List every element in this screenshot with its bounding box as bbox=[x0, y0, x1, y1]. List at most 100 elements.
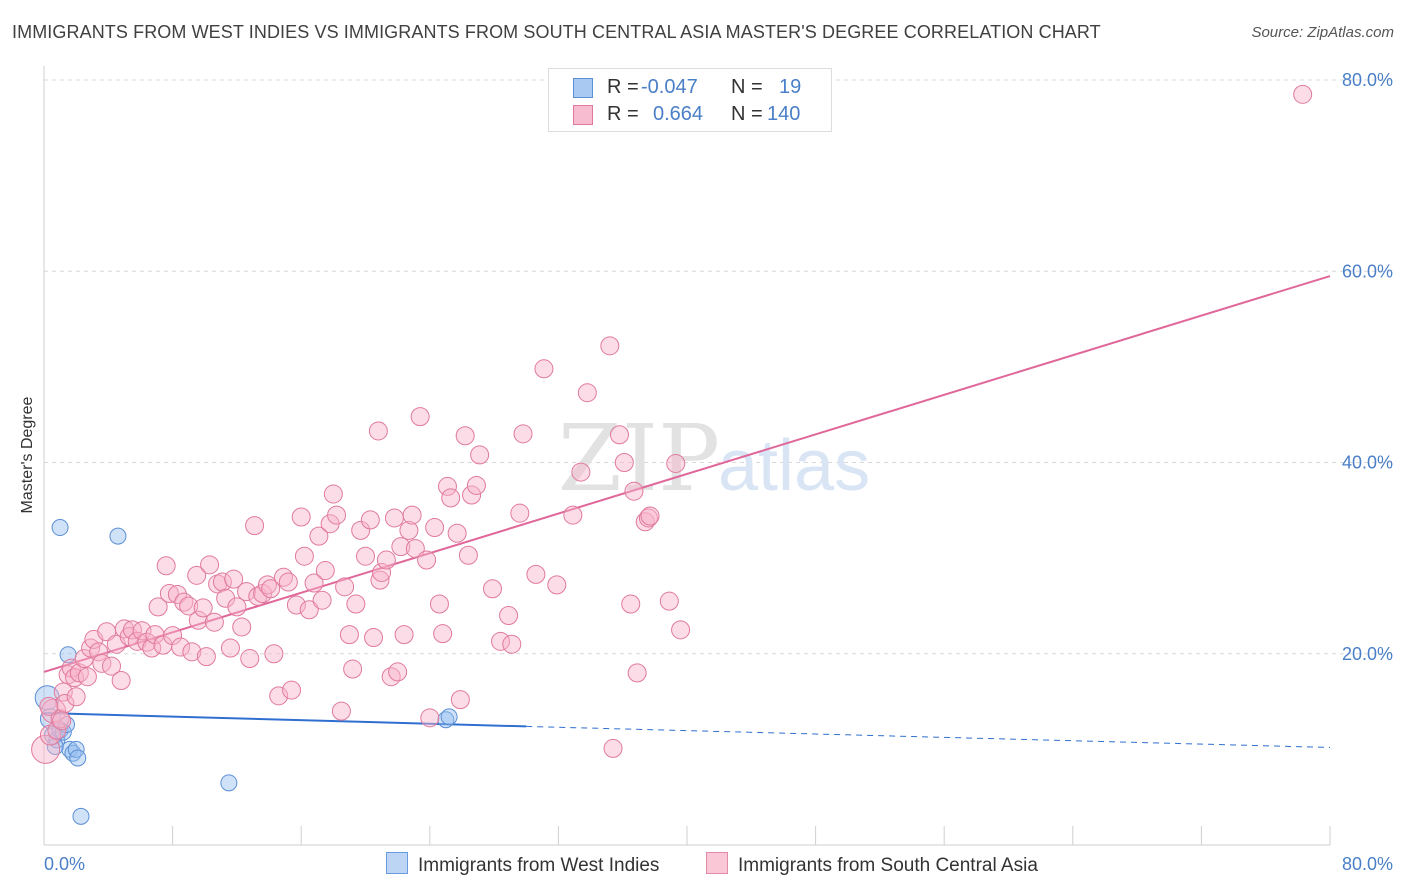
x-tick-label: 80.0% bbox=[1342, 854, 1393, 874]
point-south-central-asia bbox=[39, 724, 61, 746]
legend-n-label: N = bbox=[731, 76, 763, 98]
y-tick-label: 40.0% bbox=[1342, 453, 1393, 473]
point-south-central-asia bbox=[299, 600, 319, 620]
point-west-indies bbox=[67, 740, 85, 758]
source-label: Source: ZipAtlas.com bbox=[1251, 24, 1394, 41]
point-south-central-asia bbox=[122, 620, 142, 640]
legend-n-value: 140 bbox=[767, 103, 801, 125]
y-tick-label: 20.0% bbox=[1342, 644, 1393, 664]
point-south-central-asia bbox=[212, 572, 232, 592]
point-south-central-asia bbox=[526, 564, 546, 584]
point-south-central-asia bbox=[627, 663, 647, 683]
point-south-central-asia bbox=[323, 484, 343, 504]
point-south-central-asia bbox=[659, 591, 679, 611]
point-south-central-asia bbox=[188, 610, 208, 630]
point-south-central-asia bbox=[470, 445, 490, 465]
point-south-central-asia bbox=[167, 584, 187, 604]
point-south-central-asia bbox=[441, 488, 461, 508]
point-south-central-asia bbox=[399, 520, 419, 540]
point-south-central-asia bbox=[237, 582, 257, 602]
point-west-indies bbox=[440, 708, 458, 726]
chart-title: IMMIGRANTS FROM WEST INDIES VS IMMIGRANT… bbox=[12, 22, 1101, 42]
point-south-central-asia bbox=[577, 383, 597, 403]
legend-n-label: N = bbox=[731, 103, 763, 125]
point-south-central-asia bbox=[621, 594, 641, 614]
point-south-central-asia bbox=[220, 638, 240, 658]
point-south-central-asia bbox=[343, 659, 363, 679]
point-south-central-asia bbox=[462, 485, 482, 505]
point-west-indies bbox=[109, 527, 127, 545]
point-south-central-asia bbox=[200, 555, 220, 575]
point-south-central-asia bbox=[429, 594, 449, 614]
point-south-central-asia bbox=[364, 627, 384, 647]
point-south-central-asia bbox=[447, 523, 467, 543]
watermark-atlas: atlas bbox=[718, 426, 870, 506]
point-south-central-asia bbox=[52, 711, 72, 731]
point-south-central-asia bbox=[450, 690, 470, 710]
point-west-indies bbox=[51, 519, 69, 537]
point-south-central-asia bbox=[370, 570, 390, 590]
point-south-central-asia bbox=[282, 680, 302, 700]
point-south-central-asia bbox=[1293, 84, 1313, 104]
point-south-central-asia bbox=[312, 590, 332, 610]
point-south-central-asia bbox=[204, 612, 224, 632]
point-south-central-asia bbox=[193, 598, 213, 618]
point-south-central-asia bbox=[356, 546, 375, 566]
point-south-central-asia bbox=[148, 597, 168, 617]
point-south-central-asia bbox=[388, 662, 408, 682]
point-south-central-asia bbox=[571, 462, 591, 482]
axes bbox=[43, 66, 1331, 846]
point-south-central-asia bbox=[417, 550, 437, 570]
point-south-central-asia bbox=[394, 625, 414, 645]
point-south-central-asia bbox=[437, 476, 457, 496]
point-south-central-asia bbox=[499, 606, 519, 625]
point-south-central-asia bbox=[534, 359, 554, 379]
legend-row-west-indies: R = -0.047 N = 19 bbox=[549, 73, 831, 101]
point-south-central-asia bbox=[339, 625, 359, 645]
point-south-central-asia bbox=[510, 503, 530, 523]
point-south-central-asia bbox=[47, 720, 67, 740]
point-south-central-asia bbox=[31, 734, 61, 764]
point-south-central-asia bbox=[264, 644, 284, 664]
point-south-central-asia bbox=[335, 577, 355, 597]
point-south-central-asia bbox=[671, 620, 691, 640]
point-south-central-asia bbox=[240, 649, 260, 669]
point-south-central-asia bbox=[425, 518, 445, 538]
point-south-central-asia bbox=[179, 596, 199, 616]
x-tick-label: 0.0% bbox=[44, 854, 85, 874]
point-south-central-asia bbox=[666, 453, 686, 473]
y-tick-label: 60.0% bbox=[1342, 261, 1393, 281]
data-points bbox=[31, 84, 1313, 825]
legend-r-label: R = bbox=[607, 76, 639, 98]
point-south-central-asia bbox=[563, 505, 583, 525]
point-south-central-asia bbox=[458, 545, 478, 565]
correlation-legend: R = -0.047 N = 19 R = 0.664 N = 140 bbox=[548, 68, 832, 132]
point-south-central-asia bbox=[624, 481, 644, 501]
point-south-central-asia bbox=[315, 561, 335, 581]
point-south-central-asia bbox=[360, 510, 380, 530]
legend-r-label: R = bbox=[607, 103, 639, 125]
point-west-indies bbox=[72, 807, 90, 825]
point-south-central-asia bbox=[196, 647, 216, 667]
legend-label: Immigrants from South Central Asia bbox=[738, 855, 1038, 876]
point-south-central-asia bbox=[609, 425, 629, 445]
legend-swatch bbox=[706, 852, 728, 874]
point-south-central-asia bbox=[156, 556, 176, 576]
point-south-central-asia bbox=[603, 738, 623, 758]
point-west-indies bbox=[69, 749, 87, 767]
point-south-central-asia bbox=[269, 686, 289, 706]
point-south-central-asia bbox=[384, 508, 404, 528]
point-south-central-asia bbox=[171, 637, 191, 657]
gridlines bbox=[44, 79, 1392, 655]
point-south-central-asia bbox=[640, 506, 660, 526]
legend-label: Immigrants from West Indies bbox=[418, 855, 660, 876]
point-south-central-asia bbox=[327, 505, 347, 525]
point-south-central-asia bbox=[614, 453, 634, 472]
point-south-central-asia bbox=[291, 507, 311, 527]
point-south-central-asia bbox=[102, 656, 122, 676]
legend-row-south-central-asia: R = 0.664 N = 140 bbox=[549, 100, 831, 128]
point-south-central-asia bbox=[132, 621, 152, 641]
point-south-central-asia bbox=[346, 594, 366, 614]
legend-item-west-indies: Immigrants from West Indies bbox=[386, 852, 659, 877]
point-south-central-asia bbox=[372, 562, 392, 582]
